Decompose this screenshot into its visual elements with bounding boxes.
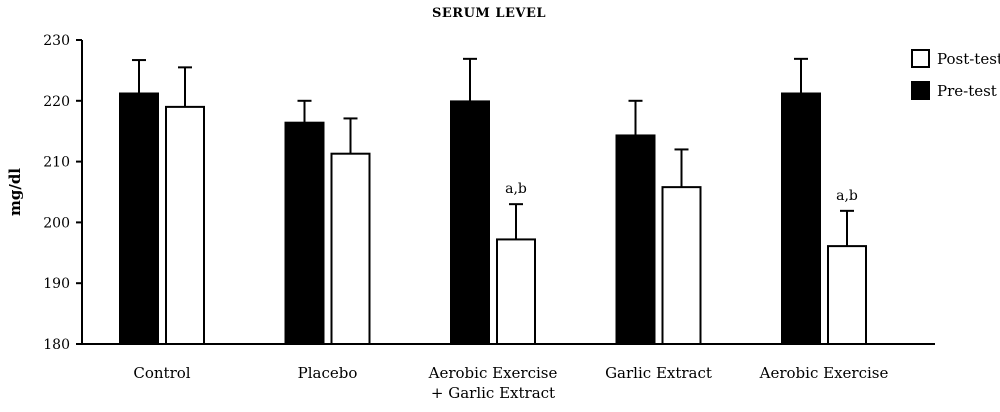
bar-pre-test xyxy=(450,100,490,345)
legend-swatch-post-test xyxy=(911,49,930,68)
significance-label: a,b xyxy=(836,188,858,204)
bar-post-test xyxy=(827,245,867,345)
y-tick-label: 210 xyxy=(43,155,70,171)
legend-label: Pre-test xyxy=(937,82,997,100)
y-axis-label: mg/dl xyxy=(6,168,24,216)
category-label: Aerobic Exercise xyxy=(759,364,889,382)
bar-pre-test xyxy=(615,134,656,345)
y-tick-label: 220 xyxy=(43,94,70,110)
legend-label: Post-test xyxy=(937,50,1000,68)
bar-post-test xyxy=(165,105,205,345)
bar-pre-test xyxy=(119,92,159,345)
category-label: Control xyxy=(133,364,190,382)
category-label: Placebo xyxy=(298,364,358,382)
bar-pre-test xyxy=(781,92,821,345)
category-label: + Garlic Extract xyxy=(431,384,555,402)
y-tick-label: 180 xyxy=(43,337,70,353)
bar-post-test xyxy=(496,238,536,345)
y-tick-label: 230 xyxy=(43,33,70,49)
legend-swatch-pre-test xyxy=(911,81,930,100)
bar-post-test xyxy=(330,152,371,345)
y-tick-label: 200 xyxy=(43,215,70,231)
category-label: Garlic Extract xyxy=(605,364,712,382)
chart-title: SERUM LEVEL xyxy=(432,6,546,21)
bar-post-test xyxy=(661,186,702,345)
y-tick-label: 190 xyxy=(43,276,70,292)
bar-pre-test xyxy=(284,121,325,345)
significance-label: a,b xyxy=(505,181,527,197)
legend: Post-test Pre-test xyxy=(911,49,1000,100)
category-label: Aerobic Exercise xyxy=(428,364,558,382)
plot-area: 180 190 200 210 220 230 Control Placebo a,b Aerob… xyxy=(43,33,935,402)
